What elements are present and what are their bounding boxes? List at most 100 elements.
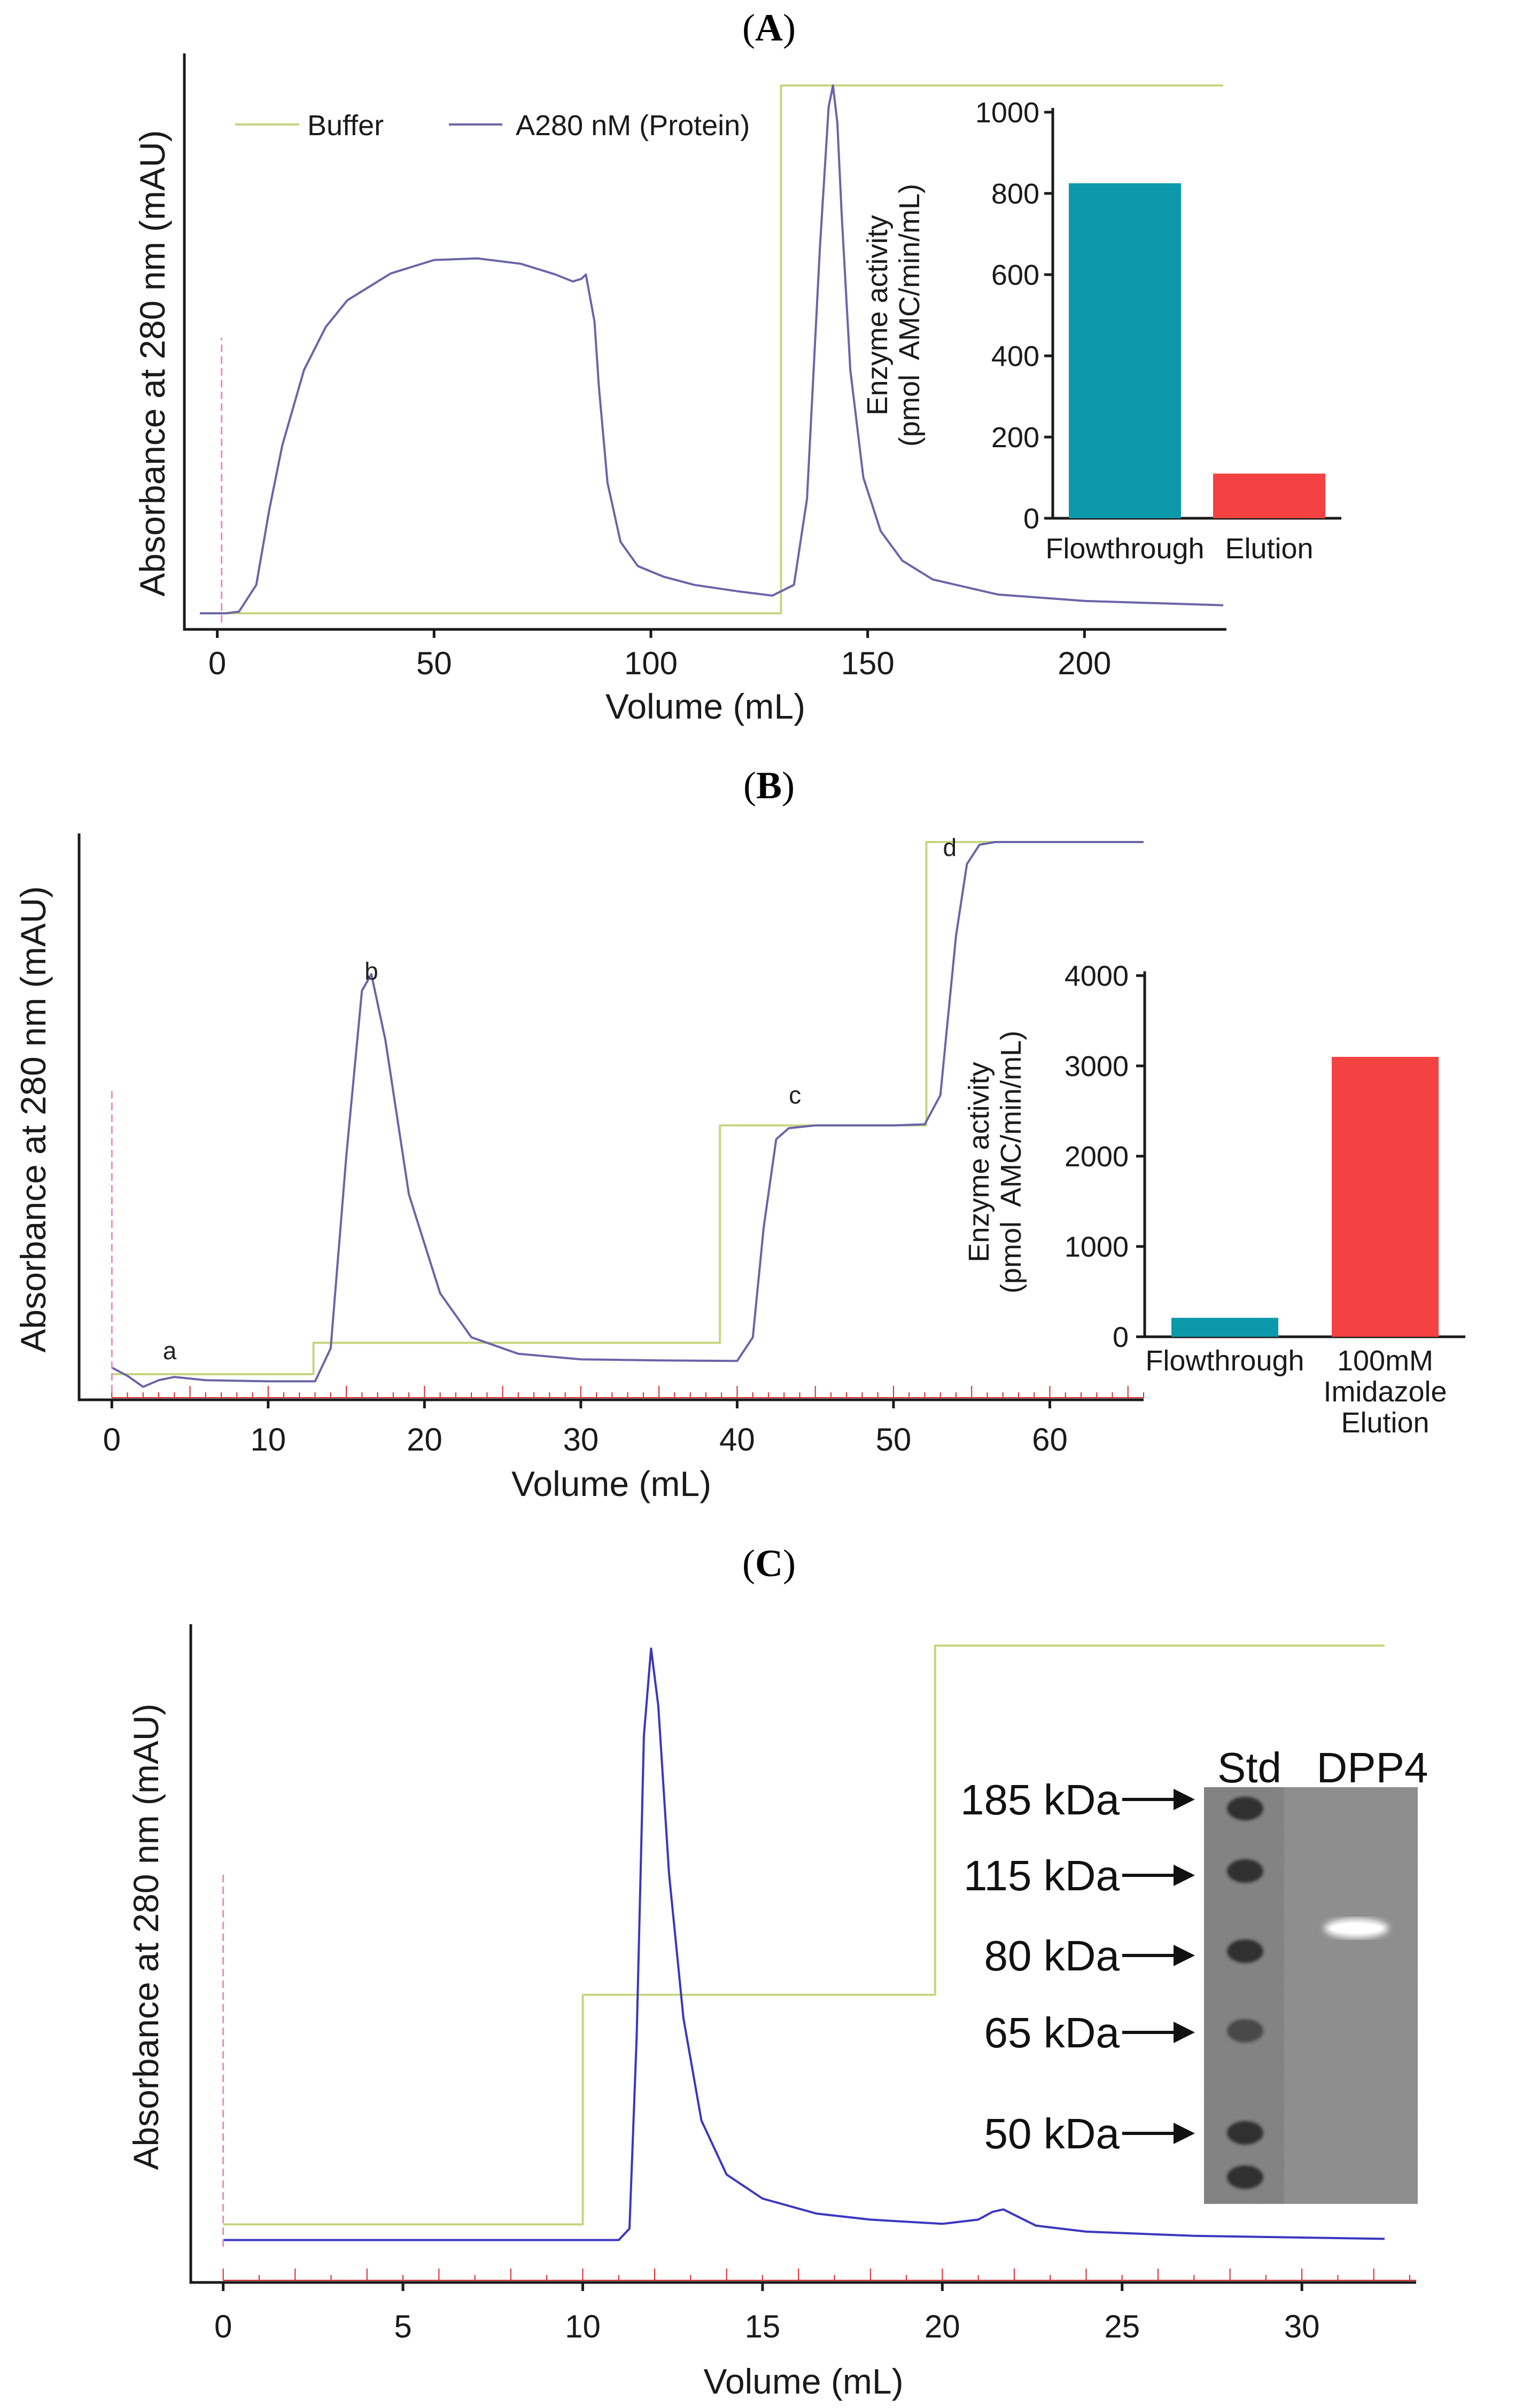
gel-inset: Std DPP4 185 kDa 115 kDa 80 kDa 65 kDa 50 kD… bbox=[960, 1744, 1428, 2204]
legend-label-protein: A280 nM (Protein) bbox=[516, 110, 750, 142]
gel-marker-arrow-head bbox=[1174, 1865, 1195, 1886]
panel-c-fraction-ruler bbox=[222, 2269, 1416, 2281]
inset-y-tick-label: 1000 bbox=[1065, 1231, 1129, 1263]
peak-annotation-c: c bbox=[789, 1081, 801, 1109]
panel-b-axes bbox=[77, 833, 1144, 1401]
x-tick-label: 20 bbox=[925, 2309, 960, 2344]
peak-annotation-b: b bbox=[364, 957, 378, 985]
gel-lane-label-std: Std bbox=[1217, 1744, 1281, 1791]
x-tick-label: 25 bbox=[1104, 2309, 1140, 2344]
x-tick-label: 40 bbox=[719, 1422, 755, 1458]
inset-y-tick-label: 400 bbox=[991, 340, 1039, 372]
inset-category-label-line: Imidazole bbox=[1323, 1376, 1447, 1408]
gel-marker-arrow-head bbox=[1174, 1945, 1195, 1966]
x-tick-label: 20 bbox=[407, 1422, 442, 1458]
inset-y-tick-label: 800 bbox=[991, 178, 1039, 210]
inset-category-label: Elution bbox=[1225, 533, 1313, 565]
gel-marker-arrow-head bbox=[1174, 1789, 1195, 1810]
inset-category-label-line: 100mM bbox=[1337, 1345, 1433, 1377]
inset-category-label-line: Flowthrough bbox=[1045, 533, 1204, 565]
gel-ladder-band bbox=[1227, 1939, 1263, 1963]
x-tick-label: 0 bbox=[103, 1422, 121, 1458]
x-tick-label: 0 bbox=[208, 645, 226, 681]
gel-band-dpp4-core bbox=[1331, 1923, 1382, 1934]
inset-y-axis-title: Enzyme activity(pmol AMC/min/mL) bbox=[963, 1031, 1027, 1293]
x-tick-label: 15 bbox=[745, 2309, 781, 2344]
inset-category-label-line: Elution bbox=[1341, 1407, 1429, 1439]
inset-category-label-line: Flowthrough bbox=[1145, 1345, 1304, 1377]
inset-category-label: Flowthrough bbox=[1145, 1345, 1304, 1377]
x-tick-label: 10 bbox=[250, 1422, 286, 1458]
gel-marker-label: 115 kDa bbox=[964, 1852, 1120, 1899]
buffer-series-line bbox=[200, 84, 1223, 614]
legend-label-buffer: Buffer bbox=[307, 110, 384, 142]
x-tick-label: 10 bbox=[565, 2309, 601, 2344]
legend: Buffer A280 nM (Protein) bbox=[235, 110, 750, 142]
inset-y-tick-label: 3000 bbox=[1065, 1050, 1129, 1082]
inset-y-tick-label: 0 bbox=[1023, 503, 1039, 535]
gel-ladder-band bbox=[1227, 1797, 1263, 1820]
gel-marker-arrow-head bbox=[1174, 2123, 1195, 2144]
gel-marker-label: 65 kDa bbox=[984, 2009, 1120, 2056]
gel-marker-label: 50 kDa bbox=[984, 2110, 1120, 2157]
x-tick-label: 200 bbox=[1058, 645, 1111, 681]
inset-y-axis-title-line: Enzyme activity bbox=[861, 215, 894, 415]
x-tick-label: 100 bbox=[624, 645, 678, 681]
y-axis-title: Absorbance at 280 nm (mAU) bbox=[133, 130, 172, 596]
inset-y-tick-label: 200 bbox=[991, 422, 1039, 454]
x-tick-label: 50 bbox=[876, 1422, 912, 1458]
peak-annotation-d: d bbox=[943, 833, 957, 861]
x-tick-label: 50 bbox=[416, 645, 452, 681]
panel-b-chromatogram: 0 10 20 30 40 50 60 Volume (mL) Absorbance at 28… bbox=[13, 833, 1144, 1503]
panel-a-axes bbox=[183, 53, 1226, 631]
gel-marker-label: 80 kDa bbox=[984, 1932, 1120, 1980]
inset-y-axis-title: Enzyme activity(pmol AMC/min/mL) bbox=[861, 184, 926, 447]
peak-annotation-a: a bbox=[163, 1337, 177, 1365]
panel-c-axes bbox=[189, 1624, 1416, 2284]
inset-y-axis-title-line: (pmol AMC/min/mL) bbox=[894, 184, 926, 447]
inset-y-tick-label: 600 bbox=[991, 259, 1039, 291]
inset-bar-flowthrough bbox=[1171, 1318, 1278, 1337]
panel-b-activity-inset: 0 1000 2000 3000 4000 Flowthrough 100mM Imidazo… bbox=[963, 960, 1465, 1439]
protein-a280-series-line bbox=[200, 84, 1224, 614]
inset-category-label: 100mM Imidazole Elution bbox=[1323, 1345, 1447, 1439]
y-axis-title: Absorbance at 280 nm (mAU) bbox=[126, 1703, 166, 2170]
gel-lane-label-dpp4: DPP4 bbox=[1317, 1744, 1428, 1791]
panel-label-a: (A) bbox=[742, 6, 796, 49]
inset-category-label-line: Elution bbox=[1225, 533, 1313, 565]
inset-y-tick-label: 4000 bbox=[1065, 960, 1129, 992]
inset-y-axis-title-line: Enzyme activity bbox=[963, 1062, 995, 1262]
gel-size-markers: 185 kDa 115 kDa 80 kDa 65 kDa 50 kDa bbox=[960, 1776, 1195, 2157]
panel-c: (C) 0 5 10 15 20 25 30 Volume (mL) Absorbance at… bbox=[126, 1542, 1428, 2401]
inset-y-tick-label: 0 bbox=[1113, 1321, 1129, 1353]
gel-ladder-band bbox=[1227, 2121, 1263, 2145]
inset-y-tick-label: 2000 bbox=[1065, 1141, 1129, 1173]
protein-a280-series-line bbox=[223, 1647, 1385, 2241]
x-tick-label: 30 bbox=[563, 1422, 599, 1458]
protein-a280-series-line bbox=[111, 841, 1144, 1388]
inset-y-tick-label: 1000 bbox=[975, 97, 1039, 129]
gel-ladder-band bbox=[1227, 2019, 1263, 2043]
y-axis-title: Absorbance at 280 nm (mAU) bbox=[13, 886, 53, 1352]
gel-ladder-band bbox=[1227, 1859, 1263, 1883]
panel-label-c: (C) bbox=[742, 1542, 796, 1585]
x-tick-label: 30 bbox=[1284, 2309, 1320, 2344]
x-tick-label: 5 bbox=[394, 2309, 411, 2344]
panel-b-fraction-ruler bbox=[111, 1386, 1144, 1398]
inset-category-label: Flowthrough bbox=[1045, 533, 1204, 565]
gel-marker-label: 185 kDa bbox=[960, 1776, 1120, 1823]
gel-marker-arrow-head bbox=[1174, 2022, 1195, 2043]
panel-c-chromatogram: 0 5 10 15 20 25 30 Volume (mL) Absorbance at 280… bbox=[126, 1624, 1416, 2401]
panel-a-activity-inset: 0 200 400 600 800 1000 Flowthrough Elution Enzym… bbox=[861, 97, 1341, 565]
gel-ladder-bands bbox=[1227, 1797, 1263, 2189]
panel-a: (A) 0 50 100 150 200 Volume (mL) Absorbance at… bbox=[133, 6, 1341, 726]
x-tick-label: 150 bbox=[841, 645, 895, 681]
x-axis-title: Volume (mL) bbox=[605, 687, 805, 726]
inset-y-axis-title-line: (pmol AMC/min/mL) bbox=[995, 1031, 1027, 1293]
panel-b: (B) 0 10 20 30 40 50 60 Volume (mL) Absorbance a… bbox=[13, 764, 1465, 1503]
inset-bar-elution bbox=[1332, 1057, 1439, 1337]
panel-a-chromatogram: 0 50 100 150 200 Volume (mL) Absorbance at 280… bbox=[133, 53, 1226, 726]
x-axis-title: Volume (mL) bbox=[703, 2362, 903, 2401]
x-axis-title: Volume (mL) bbox=[511, 1464, 711, 1503]
